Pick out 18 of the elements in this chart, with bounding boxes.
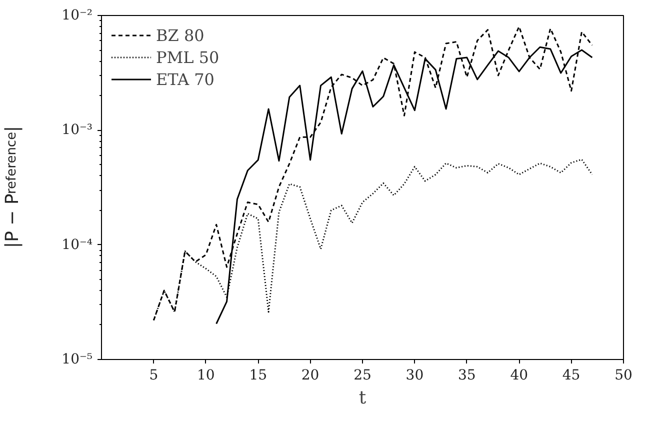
x-tick-label: 5 [149,368,158,384]
y-tick-label: 10⁻⁵ [62,352,93,368]
y-tick-label: 10⁻² [62,8,93,24]
x-tick-label: 40 [510,368,528,384]
y-tick-label: 10⁻⁴ [62,236,93,253]
y-tick-label: 10⁻³ [62,122,93,138]
x-tick-label: 30 [406,368,424,384]
x-tick-label: 10 [196,368,215,384]
legend-label: PML 50 [156,48,220,66]
legend-label: BZ 80 [156,26,204,44]
legend-label: ETA 70 [156,70,214,88]
x-tick-label: 35 [458,368,476,384]
x-tick-label: 50 [614,368,632,384]
x-tick-label: 15 [249,368,268,384]
x-tick-label: 45 [562,368,580,384]
x-axis-title: t [358,388,367,408]
x-tick-label: 20 [301,368,320,384]
x-tick-label: 25 [354,368,372,384]
